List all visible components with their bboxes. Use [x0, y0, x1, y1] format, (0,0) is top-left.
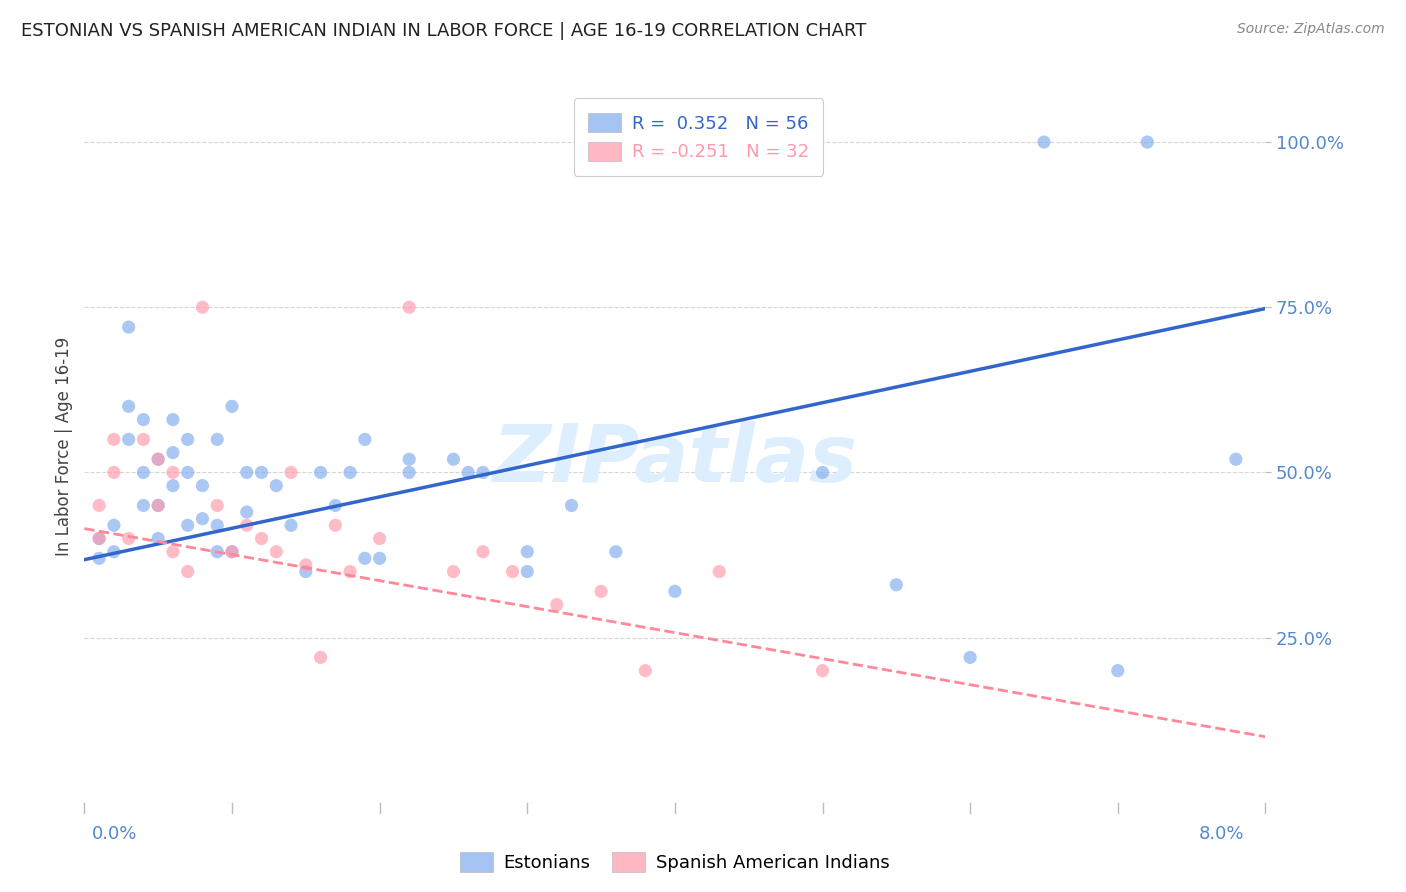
Point — [295, 565, 318, 579]
Point — [132, 412, 155, 426]
Point — [118, 400, 141, 414]
Point — [811, 664, 834, 678]
Point — [118, 433, 141, 447]
Point — [546, 598, 568, 612]
Point — [89, 551, 111, 566]
Point — [191, 478, 214, 492]
Point — [177, 466, 200, 480]
Point — [132, 433, 155, 447]
Point — [339, 565, 361, 579]
Point — [103, 518, 125, 533]
Point — [118, 532, 141, 546]
Point — [103, 433, 125, 447]
Point — [516, 565, 538, 579]
Point — [264, 478, 288, 492]
Point — [398, 466, 420, 480]
Point — [516, 545, 538, 559]
Point — [354, 551, 377, 566]
Point — [89, 532, 111, 546]
Point — [959, 650, 981, 665]
Point — [148, 499, 170, 513]
Point — [323, 499, 347, 513]
Point — [264, 545, 288, 559]
Point — [250, 532, 273, 546]
Point — [605, 545, 627, 559]
Point — [162, 478, 184, 492]
Point — [737, 135, 759, 149]
Point — [339, 466, 361, 480]
Point — [634, 664, 657, 678]
Point — [368, 532, 391, 546]
Point — [472, 466, 495, 480]
Point — [103, 466, 125, 480]
Point — [591, 584, 613, 599]
Point — [1032, 135, 1054, 149]
Point — [89, 532, 111, 546]
Point — [295, 558, 318, 572]
Point — [354, 433, 377, 447]
Point — [162, 466, 184, 480]
Point — [118, 320, 141, 334]
Point — [148, 452, 170, 467]
Text: 0.0%: 0.0% — [91, 825, 136, 843]
Point — [236, 518, 259, 533]
Point — [205, 499, 228, 513]
Point — [443, 452, 465, 467]
Point — [148, 532, 170, 546]
Point — [250, 466, 273, 480]
Point — [502, 565, 524, 579]
Point — [457, 466, 479, 480]
Point — [664, 584, 686, 599]
Text: 8.0%: 8.0% — [1199, 825, 1244, 843]
Point — [191, 511, 214, 525]
Point — [443, 565, 465, 579]
Point — [1107, 664, 1129, 678]
Point — [280, 518, 302, 533]
Point — [398, 452, 420, 467]
Point — [177, 565, 200, 579]
Point — [191, 300, 214, 314]
Point — [236, 466, 259, 480]
Point — [280, 466, 302, 480]
Point — [398, 300, 420, 314]
Point — [103, 545, 125, 559]
Point — [148, 499, 170, 513]
Point — [368, 551, 391, 566]
Point — [560, 499, 583, 513]
Point — [1225, 452, 1247, 467]
Point — [472, 545, 495, 559]
Point — [162, 445, 184, 459]
Point — [309, 650, 332, 665]
Point — [221, 400, 243, 414]
Point — [205, 518, 228, 533]
Point — [162, 545, 184, 559]
Point — [177, 518, 200, 533]
Text: ESTONIAN VS SPANISH AMERICAN INDIAN IN LABOR FORCE | AGE 16-19 CORRELATION CHART: ESTONIAN VS SPANISH AMERICAN INDIAN IN L… — [21, 22, 866, 40]
Y-axis label: In Labor Force | Age 16-19: In Labor Force | Age 16-19 — [55, 336, 73, 556]
Point — [89, 499, 111, 513]
Point — [205, 545, 228, 559]
Point — [177, 433, 200, 447]
Point — [221, 545, 243, 559]
Point — [148, 452, 170, 467]
Point — [132, 466, 155, 480]
Text: Source: ZipAtlas.com: Source: ZipAtlas.com — [1237, 22, 1385, 37]
Point — [236, 505, 259, 519]
Point — [205, 433, 228, 447]
Point — [709, 565, 731, 579]
Point — [309, 466, 332, 480]
Point — [162, 412, 184, 426]
Text: ZIPatlas: ZIPatlas — [492, 421, 858, 500]
Point — [132, 499, 155, 513]
Point — [811, 466, 834, 480]
Point — [1136, 135, 1159, 149]
Point — [221, 545, 243, 559]
Point — [323, 518, 347, 533]
Legend: Estonians, Spanish American Indians: Estonians, Spanish American Indians — [446, 838, 904, 887]
Point — [886, 578, 908, 592]
